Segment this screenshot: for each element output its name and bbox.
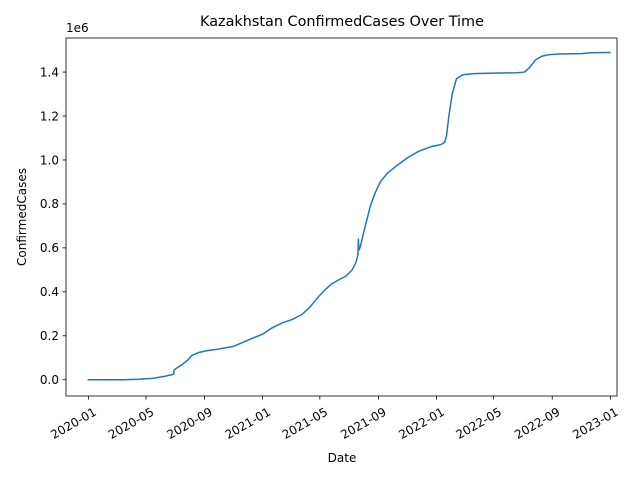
series-line-0: [87, 51, 611, 381]
x-tick-label: 2020-01: [48, 405, 98, 442]
x-tick-label: 2020-05: [106, 405, 156, 442]
x-tick-label: 2023-01: [570, 405, 620, 442]
x-tick-label: 2022-09: [512, 405, 562, 442]
y-tick-label: 1.0: [40, 153, 59, 167]
plot-area: [87, 51, 611, 381]
axes-frame: [65, 37, 618, 397]
x-tick-label: 2021-05: [280, 405, 330, 442]
x-tick-label: 2022-01: [396, 405, 446, 442]
y-tick-label: 0.4: [40, 285, 59, 299]
y-tick-label: 0.8: [40, 197, 59, 211]
x-tick-label: 2020-09: [164, 405, 214, 442]
x-axis-ticks: 2020-01 2020-05 2020-09 2021-01 2021-05 2021-…: [48, 396, 621, 442]
y-axis-label: ConfirmedCases: [15, 168, 29, 266]
y-tick-label: 1.2: [40, 109, 59, 123]
x-tick-label: 2022-05: [454, 405, 504, 442]
chart-title: Kazakhstan ConfirmedCases Over Time: [200, 14, 484, 30]
y-tick-label: 0.0: [40, 373, 59, 387]
y-tick-label: 1.4: [40, 65, 59, 79]
y-offset-label: 1e6: [66, 21, 89, 35]
x-tick-label: 2021-09: [338, 405, 388, 442]
y-tick-label: 0.2: [40, 329, 59, 343]
y-tick-label: 0.6: [40, 241, 59, 255]
x-tick-label: 2021-01: [223, 405, 273, 442]
x-axis-label: Date: [328, 451, 357, 465]
y-axis-ticks: 0.0 0.2 0.4 0.6 0.8 1.0 1.2 1.4: [40, 65, 66, 387]
